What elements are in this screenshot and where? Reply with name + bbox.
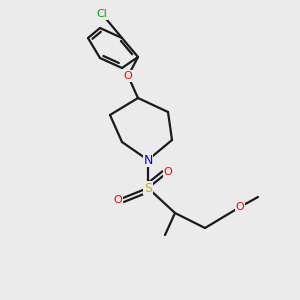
Text: O: O — [114, 195, 122, 205]
Text: S: S — [144, 182, 152, 194]
Text: Cl: Cl — [97, 9, 107, 19]
Text: N: N — [143, 154, 153, 166]
Text: O: O — [124, 71, 132, 81]
Text: O: O — [236, 202, 244, 212]
Text: O: O — [164, 167, 172, 177]
